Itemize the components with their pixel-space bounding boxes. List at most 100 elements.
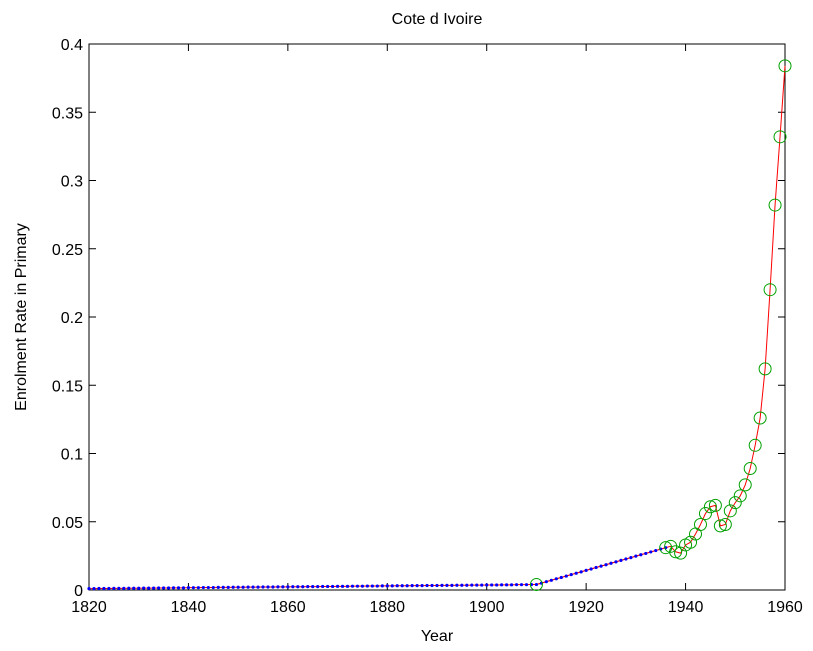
data-point bbox=[410, 584, 414, 588]
data-point bbox=[624, 557, 628, 561]
data-point bbox=[107, 586, 111, 591]
data-point bbox=[296, 585, 300, 589]
y-tick-label: 0.25 bbox=[52, 242, 83, 259]
data-point bbox=[609, 561, 613, 565]
data-point bbox=[176, 586, 181, 590]
data-point bbox=[604, 563, 608, 567]
data-point bbox=[112, 586, 116, 590]
data-point bbox=[713, 519, 727, 533]
data-point bbox=[326, 584, 330, 589]
data-point bbox=[649, 550, 653, 554]
data-point bbox=[619, 558, 623, 562]
data-point bbox=[360, 584, 365, 588]
data-point bbox=[634, 554, 638, 558]
data-point bbox=[524, 583, 529, 587]
data-point bbox=[579, 570, 583, 574]
data-point bbox=[480, 583, 484, 587]
data-point bbox=[350, 584, 355, 588]
data-point bbox=[500, 583, 504, 587]
data-point bbox=[564, 574, 568, 578]
data-point bbox=[137, 586, 141, 590]
data-point bbox=[241, 585, 245, 589]
data-point bbox=[370, 584, 374, 588]
data-point bbox=[629, 556, 633, 560]
x-tick-label: 1960 bbox=[767, 599, 803, 616]
data-point bbox=[599, 564, 603, 568]
data-point bbox=[311, 584, 315, 589]
data-point bbox=[97, 586, 101, 591]
data-point bbox=[465, 583, 469, 587]
data-point bbox=[117, 586, 121, 590]
data-point bbox=[669, 545, 683, 559]
y-tick-label: 0 bbox=[74, 583, 83, 600]
data-point bbox=[355, 584, 360, 588]
x-tick-label: 1820 bbox=[71, 599, 107, 616]
data-point bbox=[266, 585, 270, 589]
data-point bbox=[698, 507, 712, 521]
data-point bbox=[674, 546, 688, 560]
x-tick-label: 1840 bbox=[171, 599, 207, 616]
data-point bbox=[738, 478, 752, 492]
data-point bbox=[505, 583, 509, 587]
data-point bbox=[400, 584, 404, 588]
data-point bbox=[490, 583, 494, 587]
data-point bbox=[306, 584, 310, 589]
y-tick-label: 0.2 bbox=[61, 310, 83, 327]
data-point bbox=[693, 517, 707, 531]
data-point bbox=[435, 583, 439, 588]
data-point bbox=[748, 438, 762, 452]
data-point bbox=[226, 585, 230, 590]
data-point bbox=[728, 496, 742, 510]
data-point bbox=[390, 584, 394, 588]
data-point bbox=[375, 584, 379, 588]
data-point bbox=[261, 585, 265, 589]
data-point bbox=[758, 362, 772, 376]
data-point bbox=[569, 572, 573, 577]
data-point bbox=[152, 586, 156, 590]
data-point bbox=[166, 586, 171, 590]
data-point bbox=[614, 560, 618, 564]
data-point bbox=[157, 586, 161, 590]
data-point bbox=[276, 585, 280, 589]
data-point bbox=[519, 583, 524, 587]
x-axis-label: Year bbox=[421, 628, 454, 645]
data-point bbox=[654, 548, 658, 553]
y-axis-label: Enrolment Rate in Primary bbox=[13, 223, 30, 411]
data-point bbox=[286, 585, 290, 589]
data-point bbox=[345, 584, 350, 588]
data-point bbox=[723, 504, 737, 518]
data-point bbox=[460, 583, 464, 587]
data-point bbox=[92, 587, 96, 591]
data-point bbox=[271, 585, 275, 589]
data-point bbox=[316, 584, 320, 589]
data-point bbox=[445, 583, 449, 587]
data-point bbox=[763, 283, 777, 297]
data-point bbox=[301, 585, 305, 589]
y-tick-label: 0.05 bbox=[52, 515, 83, 532]
data-point bbox=[589, 567, 593, 571]
data-point bbox=[549, 578, 553, 582]
data-point bbox=[644, 551, 648, 556]
data-point bbox=[251, 585, 255, 589]
data-point bbox=[743, 462, 757, 476]
data-point bbox=[485, 583, 489, 587]
x-tick-label: 1880 bbox=[369, 599, 405, 616]
data-point bbox=[475, 583, 479, 587]
data-point bbox=[321, 584, 325, 589]
data-point bbox=[385, 584, 389, 588]
data-point bbox=[340, 584, 345, 588]
data-point bbox=[514, 583, 519, 587]
y-tick-label: 0.1 bbox=[61, 447, 83, 464]
data-point bbox=[509, 583, 514, 587]
data-point bbox=[147, 586, 151, 590]
y-tick-label: 0.3 bbox=[61, 174, 83, 191]
data-point bbox=[584, 568, 588, 572]
data-point bbox=[420, 584, 424, 588]
data-point bbox=[470, 583, 474, 587]
data-point bbox=[450, 583, 454, 587]
data-point bbox=[256, 585, 260, 589]
data-point bbox=[281, 585, 285, 589]
data-point bbox=[211, 585, 215, 590]
data-point bbox=[684, 535, 698, 549]
